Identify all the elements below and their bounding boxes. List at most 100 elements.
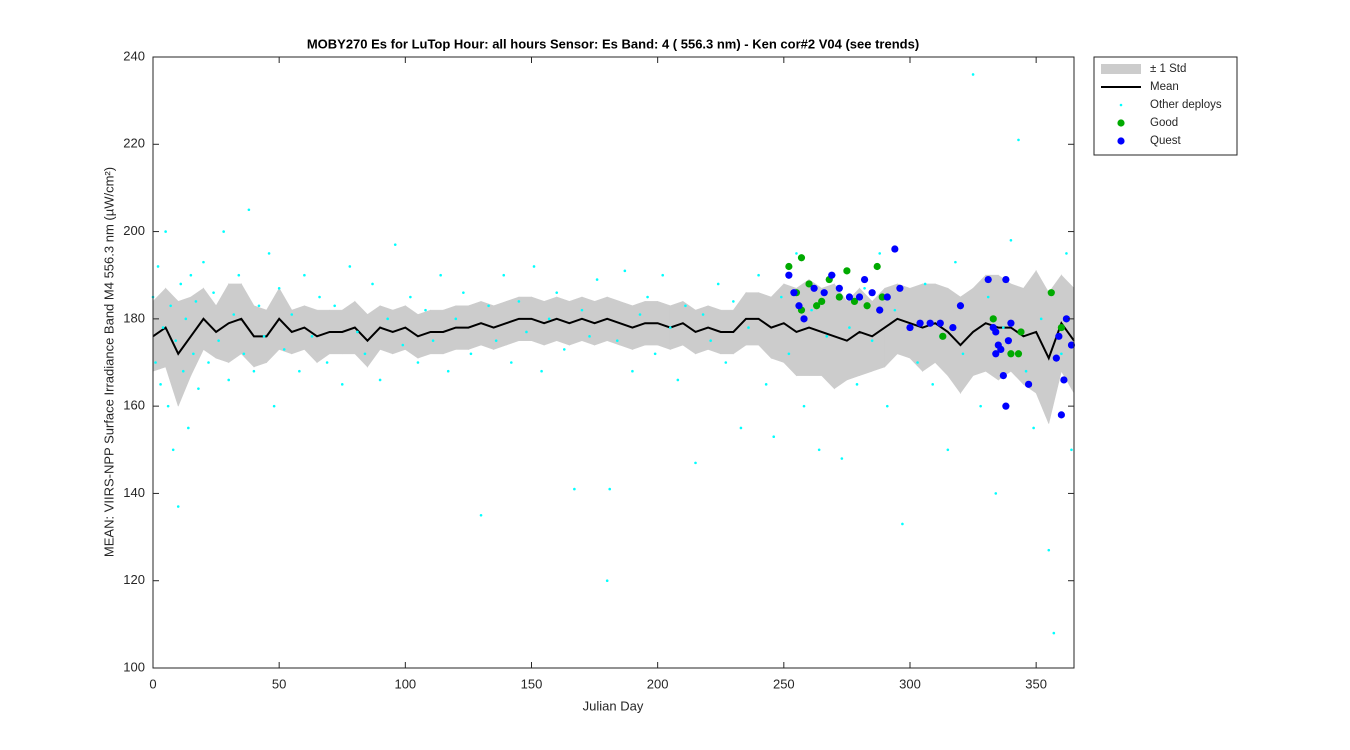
marker-point (843, 267, 851, 275)
marker-point (873, 262, 881, 271)
other-deploy-point (747, 326, 750, 329)
legend-label: Quest (1150, 135, 1181, 147)
marker-point (1057, 411, 1065, 419)
other-deploy-point (242, 352, 246, 356)
other-deploy-point (1009, 239, 1013, 242)
other-deploy-point (661, 273, 665, 277)
marker-point (785, 271, 793, 279)
other-deploy-point (282, 348, 286, 351)
y-tick-label: 100 (123, 659, 145, 674)
marker-point (1007, 350, 1015, 358)
other-deploy-point (701, 313, 705, 316)
marker-point (1002, 275, 1010, 284)
other-deploy-point (207, 361, 210, 364)
legend-label: Mean (1150, 81, 1179, 93)
other-deploy-point (171, 448, 175, 452)
marker-point (936, 319, 944, 327)
other-deploy-point (716, 282, 720, 286)
other-deploy-point (916, 361, 919, 364)
other-deploy-point (631, 369, 634, 373)
other-deploy-point (893, 308, 897, 312)
other-deploy-point (580, 308, 584, 312)
marker-point (790, 289, 798, 297)
other-deploy-point (356, 330, 359, 334)
other-deploy-point (174, 339, 178, 342)
other-deploy-point (325, 361, 329, 364)
marker-point (916, 319, 924, 327)
other-deploy-point (588, 335, 591, 338)
other-deploy-point (247, 208, 251, 212)
other-deploy-point (257, 304, 261, 308)
other-deploy-point (393, 243, 397, 246)
other-deploy-point (502, 273, 506, 277)
marker-point (820, 289, 828, 297)
other-deploy-point (169, 304, 172, 308)
other-deploy-point (555, 291, 559, 294)
other-deploy-point (694, 461, 697, 465)
other-deploy-point (333, 304, 336, 308)
other-deploy-point (1017, 138, 1020, 142)
other-deploy-point (1060, 352, 1063, 356)
marker-point (835, 293, 843, 301)
other-deploy-point (189, 273, 193, 277)
other-deploy-point (217, 339, 220, 342)
other-deploy-point (510, 361, 513, 364)
other-deploy-point (156, 265, 160, 268)
other-deploy-point (154, 361, 157, 364)
other-deploy-point (795, 252, 798, 255)
other-deploy-point (202, 260, 205, 264)
other-deploy-point (222, 230, 225, 233)
x-tick-label: 350 (1025, 676, 1047, 691)
x-tick-label: 0 (149, 676, 156, 691)
marker-point (956, 302, 965, 310)
marker-point (992, 350, 1000, 358)
other-deploy-point (878, 252, 882, 255)
other-deploy-point (267, 252, 271, 255)
other-deploy-point (298, 369, 301, 373)
marker-point (896, 284, 904, 292)
marker-point (926, 319, 934, 327)
other-deploy-point (623, 269, 627, 273)
other-deploy-point (764, 383, 768, 386)
other-deploy-point (863, 287, 866, 290)
other-deploy-point (961, 352, 965, 356)
other-deploy-point (431, 339, 435, 342)
other-deploy-point (817, 448, 821, 452)
marker-point (813, 302, 821, 310)
marker-point (1062, 315, 1071, 323)
other-deploy-point (494, 339, 498, 342)
other-deploy-point (668, 326, 672, 329)
marker-point (1055, 332, 1063, 340)
marker-point (795, 302, 803, 310)
other-deploy-point (732, 300, 735, 303)
other-deploy-point (709, 339, 712, 342)
legend-label: ± 1 Std (1150, 63, 1186, 75)
mean-line (152, 317, 1075, 361)
marker-point (939, 332, 947, 340)
other-deploy-point (562, 348, 566, 351)
x-tick-label: 50 (272, 676, 286, 691)
other-deploy-point (424, 308, 427, 312)
other-deploy-point (290, 313, 294, 316)
marker-point (810, 284, 818, 292)
other-deploy-point (252, 369, 256, 373)
other-deploy-point (446, 369, 450, 373)
other-deploy-point (1047, 548, 1051, 552)
marker-point (878, 293, 886, 301)
marker-point (891, 245, 899, 253)
other-deploy-point (1065, 252, 1068, 255)
y-tick-label: 180 (123, 310, 145, 325)
marker-point (1024, 380, 1033, 388)
other-deploy-point (237, 273, 241, 277)
other-deploy-point (1032, 426, 1035, 430)
other-deploy-point (739, 426, 743, 430)
chart-title: MOBY270 Es for LuTop Hour: all hours Sen… (307, 36, 919, 51)
marker-point (797, 254, 806, 262)
other-deploy-point (757, 273, 760, 277)
x-tick-label: 300 (899, 676, 921, 691)
marker-point (992, 328, 1000, 336)
marker-point (999, 371, 1007, 380)
other-deploy-point (371, 282, 374, 286)
y-axis-label: MEAN: VIIRS-NPP Surface Irradiance Band … (101, 167, 116, 557)
other-deploy-point (262, 335, 266, 338)
